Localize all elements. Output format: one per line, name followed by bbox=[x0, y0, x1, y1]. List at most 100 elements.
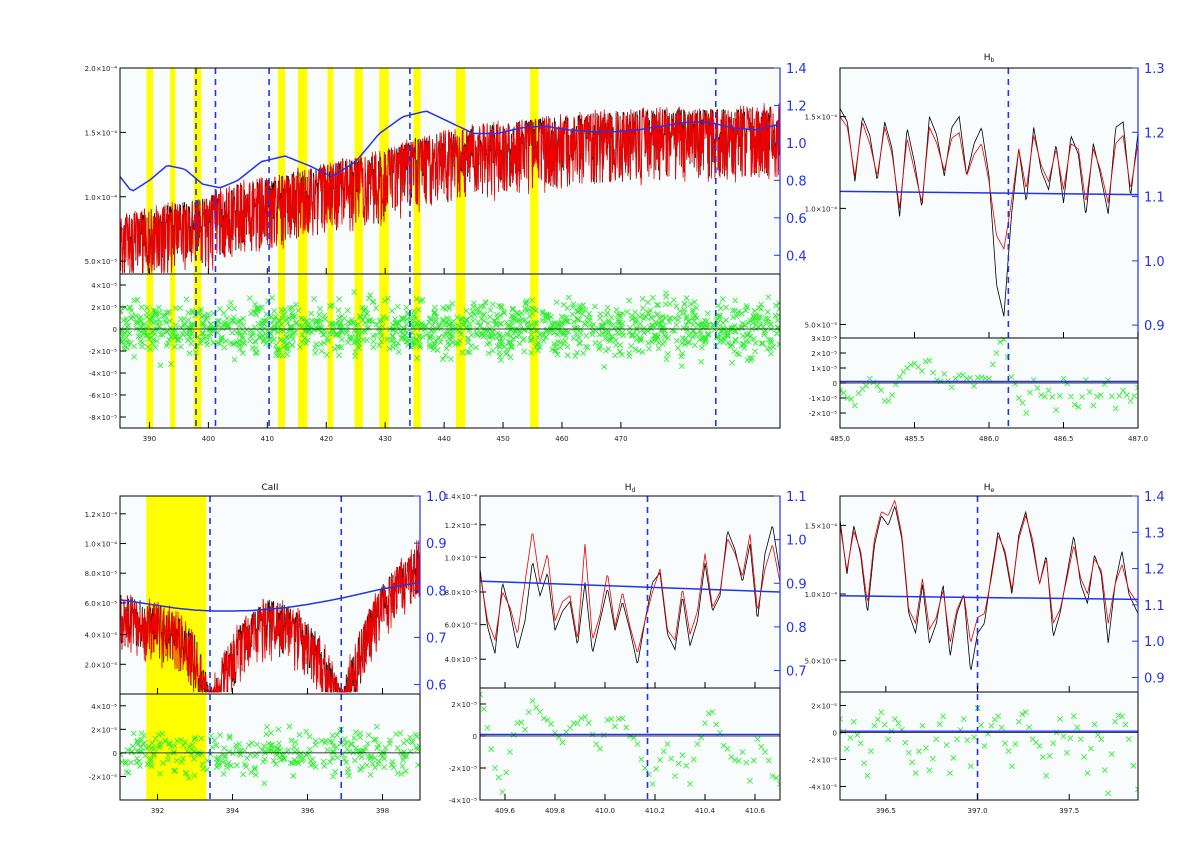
y2-tick-label: 1.0 bbox=[1144, 635, 1165, 650]
x-tick-label: 486.0 bbox=[979, 435, 999, 443]
x-tick-label: 430 bbox=[378, 435, 391, 443]
x-tick-label: 485.0 bbox=[830, 435, 850, 443]
resid-tick-label: -2×10⁻⁵ bbox=[809, 410, 837, 418]
continuum-curve bbox=[120, 581, 420, 612]
y-tick-label: 1.0×10⁻⁴ bbox=[85, 541, 118, 549]
model-spectrum bbox=[120, 103, 780, 274]
y2-tick-label: 1.2 bbox=[786, 99, 807, 114]
mask-band bbox=[277, 68, 285, 428]
mask-band bbox=[455, 68, 466, 428]
y2-tick-label: 1.0 bbox=[786, 137, 807, 152]
resid-tick-label: 2×10⁻⁵ bbox=[811, 350, 837, 358]
x-tick-label: 460 bbox=[555, 435, 568, 443]
y2-tick-label: 1.3 bbox=[1144, 62, 1165, 77]
x-tick-label: 390 bbox=[143, 435, 156, 443]
continuum-curve bbox=[480, 580, 780, 593]
mask-band bbox=[170, 68, 176, 428]
residual-frame bbox=[839, 691, 1139, 801]
resid-tick-label: 0 bbox=[833, 380, 837, 388]
y2-tick-label: 0.6 bbox=[786, 212, 807, 227]
y2-tick-label: 0.7 bbox=[786, 665, 807, 680]
residual-frame bbox=[119, 693, 421, 801]
residual-frame bbox=[479, 687, 781, 801]
y2-tick-label: 0.9 bbox=[786, 577, 807, 592]
y-tick-label: 8.0×10⁻⁵ bbox=[85, 570, 118, 578]
plot-background bbox=[840, 68, 1138, 428]
y2-tick-label: 0.8 bbox=[426, 584, 447, 599]
x-tick-label: 409.8 bbox=[545, 807, 565, 815]
x-tick-label: 487.0 bbox=[1128, 435, 1148, 443]
panel-he: 396.5 397.0 397.5 5.0×10⁻⁵ 1.0×10⁻⁴ 1.5×10⁻⁴ 0… bbox=[805, 483, 1165, 815]
plot-background bbox=[840, 496, 1138, 800]
y-tick-label: 2.0×10⁻⁴ bbox=[85, 65, 118, 73]
continuum-curve bbox=[840, 595, 1138, 601]
resid-tick-label: -2×10⁻⁵ bbox=[89, 348, 117, 356]
residual-markers bbox=[840, 705, 1138, 797]
x-tick-label: 420 bbox=[320, 435, 333, 443]
residual-points bbox=[120, 723, 420, 787]
panel-hb: 485.0 485.5 486.0 486.5 487.0 5.0×10⁻⁵ 1.0×10⁻… bbox=[805, 53, 1165, 443]
x-tick-label: 450 bbox=[496, 435, 509, 443]
panel-title: CaII bbox=[261, 483, 278, 493]
y-tick-label: 5.0×10⁻⁵ bbox=[805, 658, 838, 666]
model-spectrum bbox=[840, 499, 1138, 643]
x-tick-label: 485.5 bbox=[904, 435, 924, 443]
resid-tick-label: 0 bbox=[833, 730, 837, 738]
y2-tick-label: 1.2 bbox=[1144, 563, 1165, 578]
y2-tick-label: 0.8 bbox=[786, 621, 807, 636]
continuum-curve bbox=[120, 110, 780, 192]
resid-tick-label: 4×10⁻⁵ bbox=[91, 282, 117, 290]
model-spectrum bbox=[480, 533, 780, 653]
y-tick-label: 1.0×10⁻⁴ bbox=[805, 591, 838, 599]
x-tick-label: 398 bbox=[376, 807, 389, 815]
observed-spectrum bbox=[480, 525, 780, 664]
resid-tick-label: 2×10⁻⁵ bbox=[91, 726, 117, 734]
observed-spectrum bbox=[840, 108, 1138, 317]
x-tick-label: 410.2 bbox=[645, 807, 665, 815]
y-tick-label: 1.0×10⁻⁴ bbox=[805, 205, 838, 213]
y2-tick-label: 0.8 bbox=[786, 174, 807, 189]
y-tick-label: 1.4×10⁻⁴ bbox=[445, 493, 478, 501]
y-tick-label: 1.5×10⁻⁴ bbox=[805, 522, 838, 530]
panel-title: Hd bbox=[625, 483, 636, 494]
panel-full: 390 400 410 420 430 440 450 460 470 5.0×10⁻⁵ 1.0×1… bbox=[85, 62, 807, 443]
y2-tick-label: 1.2 bbox=[1144, 126, 1165, 141]
resid-tick-label: 0 bbox=[473, 733, 477, 741]
model-spectrum bbox=[840, 116, 1138, 251]
x-tick-label: 486.5 bbox=[1053, 435, 1073, 443]
resid-tick-label: -6×10⁻⁵ bbox=[89, 392, 117, 400]
y-tick-label: 1.2×10⁻⁴ bbox=[445, 522, 478, 530]
resid-tick-label: -2×10⁻⁵ bbox=[89, 773, 117, 781]
y-tick-label: 5.0×10⁻⁵ bbox=[85, 258, 118, 266]
y2-tick-label: 1.4 bbox=[1144, 490, 1165, 505]
y2-tick-label: 1.3 bbox=[1144, 526, 1165, 541]
resid-tick-label: -4×10⁻⁵ bbox=[809, 784, 837, 792]
y-tick-label: 1.0×10⁻⁴ bbox=[85, 194, 118, 202]
y-tick-label: 2.0×10⁻⁵ bbox=[85, 661, 118, 669]
mask-band bbox=[379, 68, 389, 428]
residual-points bbox=[840, 705, 1138, 797]
mask-band bbox=[413, 68, 421, 428]
y-tick-label: 1.2×10⁻⁴ bbox=[85, 511, 118, 519]
mask-band bbox=[327, 68, 334, 428]
y-tick-label: 8.0×10⁻⁵ bbox=[445, 589, 478, 597]
resid-tick-label: 3×10⁻⁵ bbox=[811, 335, 837, 343]
x-tick-label: 410 bbox=[261, 435, 274, 443]
resid-tick-label: 0 bbox=[113, 326, 117, 334]
plot-area bbox=[840, 496, 1138, 800]
y2-tick-label: 0.7 bbox=[426, 631, 447, 646]
residual-points bbox=[120, 289, 780, 370]
y-tick-label: 4.0×10⁻⁵ bbox=[445, 656, 478, 664]
plot-area bbox=[120, 496, 420, 800]
mask-band bbox=[530, 68, 539, 428]
resid-tick-label: -4×10⁻⁵ bbox=[89, 370, 117, 378]
residual-markers bbox=[120, 723, 420, 787]
y2-tick-label: 1.1 bbox=[1144, 191, 1165, 206]
y-tick-label: 1.5×10⁻⁴ bbox=[805, 114, 838, 122]
y2-tick-label: 1.0 bbox=[786, 534, 807, 549]
y-tick-label: 4.0×10⁻⁵ bbox=[85, 632, 118, 640]
resid-tick-label: 4×10⁻⁵ bbox=[91, 703, 117, 711]
residual-markers bbox=[120, 289, 780, 370]
x-tick-label: 392 bbox=[151, 807, 164, 815]
